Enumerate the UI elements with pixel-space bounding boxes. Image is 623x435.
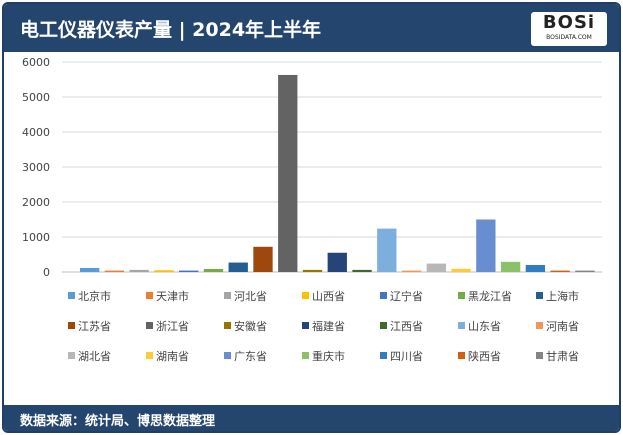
y-tick-label: 3000: [22, 161, 50, 174]
legend-label: 河南省: [546, 320, 579, 333]
legend-swatch: [380, 322, 387, 329]
legend-swatch: [146, 322, 153, 329]
bar-9: [278, 74, 298, 272]
bar-7: [228, 262, 248, 272]
bar-11: [327, 252, 347, 272]
legend-swatch: [458, 322, 465, 329]
logo-subtext: BOSIDATA.COM: [546, 34, 592, 41]
legend-label: 福建省: [312, 319, 345, 333]
legend-label: 黑龙江省: [468, 290, 512, 303]
legend-label: 河北省: [234, 290, 267, 303]
bar-18: [500, 261, 521, 272]
bar-3: [129, 269, 149, 272]
bar-16: [451, 268, 471, 272]
chart-title: 电工仪器仪表产量 | 2024年上半年: [20, 19, 322, 41]
legend-label: 上海市: [546, 289, 579, 303]
bar-10: [302, 269, 323, 272]
legend-label: 湖南省: [156, 350, 189, 363]
legend-swatch: [224, 292, 231, 299]
bar-8: [253, 246, 273, 272]
legend-swatch: [458, 352, 465, 359]
legend-swatch: [302, 292, 309, 299]
legend-swatch: [380, 292, 387, 299]
bar-21: [575, 270, 595, 272]
legend-swatch: [458, 292, 465, 299]
legend-swatch: [68, 292, 75, 299]
legend-label: 江西省: [390, 320, 423, 333]
bar-20: [550, 270, 570, 272]
legend-swatch: [536, 322, 543, 329]
bar-15: [426, 263, 446, 272]
bar-14: [401, 270, 422, 272]
legend-label: 山东省: [468, 320, 501, 333]
legend-label: 江苏省: [78, 320, 111, 333]
y-tick-label: 1000: [22, 231, 50, 244]
bar-1: [80, 267, 100, 272]
legend-label: 湖北省: [78, 350, 111, 363]
legend-label: 甘肃省: [546, 350, 579, 363]
legend-label: 重庆市: [312, 349, 345, 363]
legend-swatch: [536, 352, 543, 359]
legend-label: 广东省: [234, 350, 267, 363]
bar-13: [377, 228, 397, 272]
legend-swatch: [302, 322, 309, 329]
legend-swatch: [146, 292, 153, 299]
header: 电工仪器仪表产量 | 2024年上半年 BOSi BOSIDATA.COM: [4, 4, 619, 52]
source-note: 数据来源：统计局、博思数据整理: [4, 405, 619, 431]
bar-12: [352, 269, 372, 272]
legend-swatch: [224, 352, 231, 359]
legend-label: 山西省: [312, 290, 345, 303]
legend-label: 北京市: [78, 289, 111, 303]
legend-label: 四川省: [390, 350, 423, 363]
bar-6: [203, 269, 224, 272]
legend-label: 浙江省: [156, 320, 189, 333]
bar-4: [154, 270, 174, 272]
legend-label: 安徽省: [234, 319, 267, 333]
logo: BOSi BOSIDATA.COM: [531, 12, 607, 46]
logo-text: BOSi: [542, 12, 596, 33]
bar-2: [104, 270, 125, 272]
y-tick-label: 2000: [22, 196, 50, 209]
y-tick-label: 0: [43, 266, 50, 279]
legend-swatch: [302, 352, 309, 359]
legend-swatch: [380, 352, 387, 359]
legend-swatch: [224, 322, 231, 329]
legend-label: 辽宁省: [390, 289, 423, 303]
legend-swatch: [68, 322, 75, 329]
legend-label: 陕西省: [468, 349, 501, 363]
bar-19: [525, 265, 546, 272]
legend-swatch: [536, 292, 543, 299]
y-tick-label: 4000: [22, 126, 50, 139]
y-tick-label: 6000: [22, 56, 50, 69]
legend-label: 天津市: [156, 289, 189, 303]
bar-5: [179, 270, 199, 272]
legend-swatch: [146, 352, 153, 359]
bar-17: [476, 219, 496, 272]
legend-swatch: [68, 352, 75, 359]
y-tick-label: 5000: [22, 91, 50, 104]
